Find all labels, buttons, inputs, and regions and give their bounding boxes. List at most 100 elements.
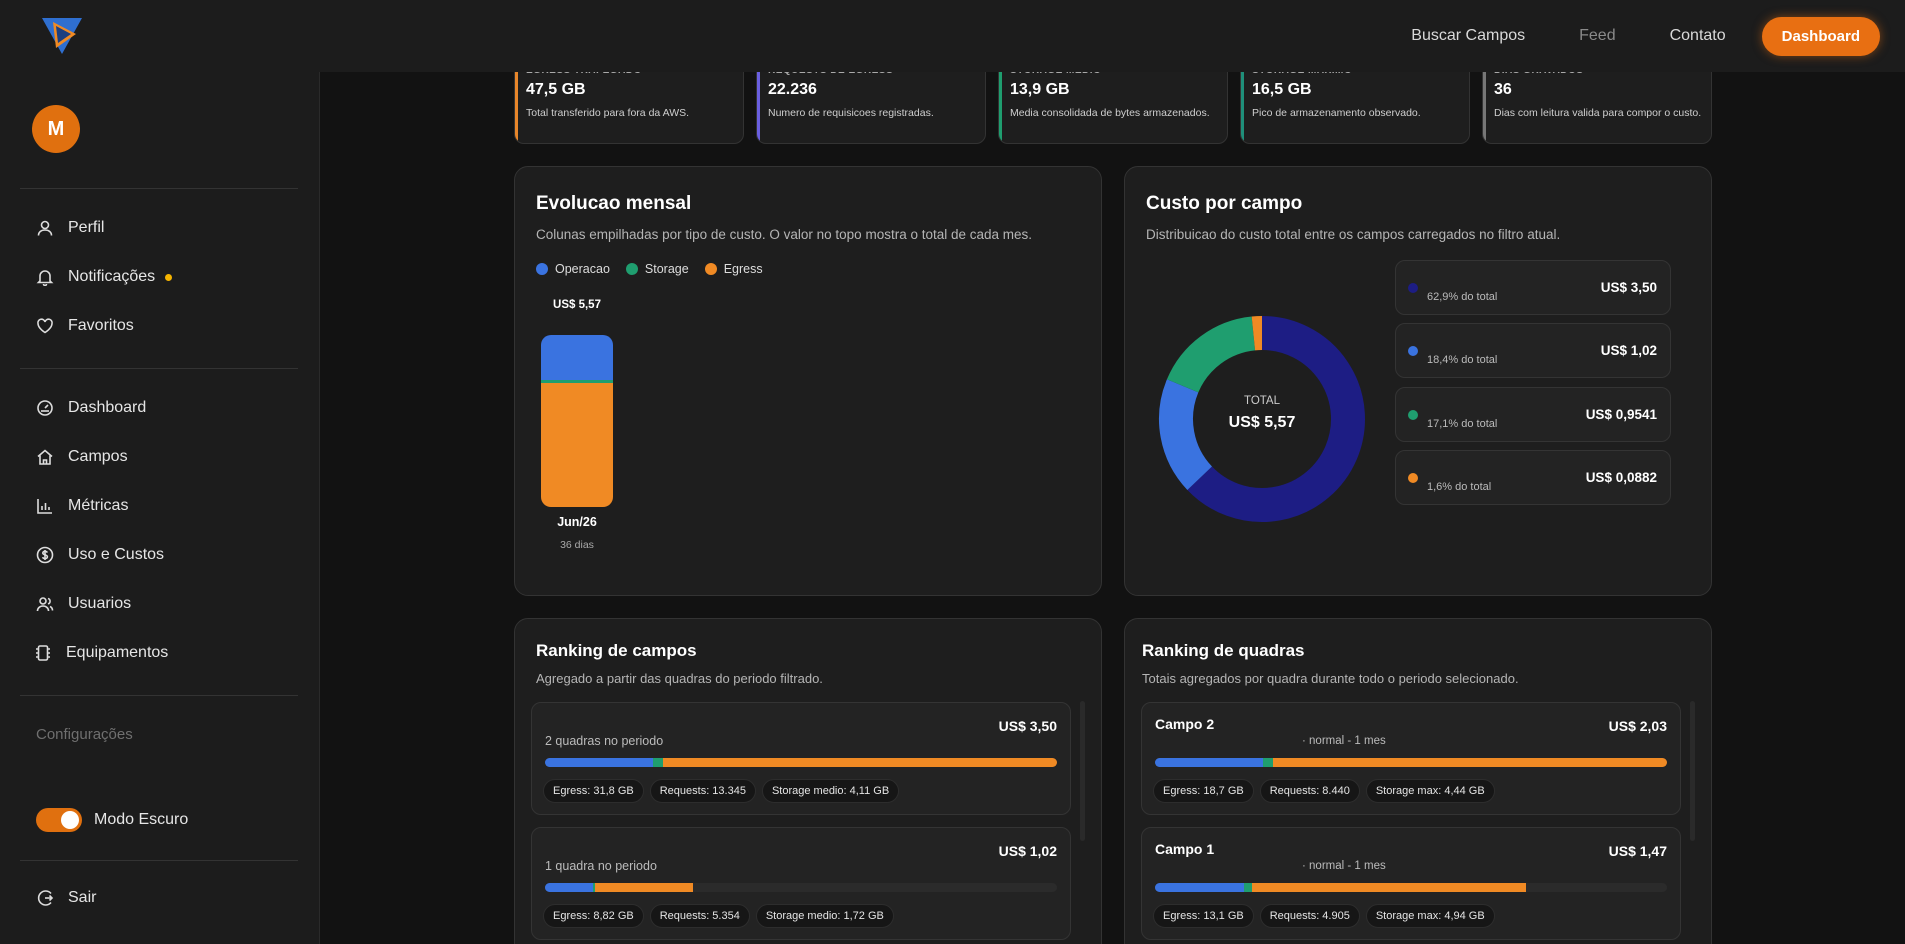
split-segment — [545, 883, 593, 892]
chip-icon — [36, 645, 50, 661]
legend-storage: Storage — [644, 262, 689, 276]
sidebar-item-label: Métricas — [68, 497, 129, 514]
ranking-info: 1 quadra no periodo — [545, 859, 657, 873]
kpi-desc: Pico de armazenamento observado. — [1252, 107, 1421, 119]
nav-feed[interactable]: Feed — [1579, 27, 1616, 44]
kpi-value: 13,9 GB — [1010, 81, 1070, 98]
legend-dot-egress — [704, 263, 717, 275]
ranking-meta: · normal - 1 mes — [1302, 860, 1386, 872]
card-title: Ranking de campos — [536, 641, 697, 660]
ranking-chips: Egress: 13,1 GB Requests: 4.905 Storage … — [1153, 904, 1501, 928]
toggle-switch[interactable] — [36, 808, 82, 832]
avatar[interactable]: M — [32, 105, 80, 153]
field-dot — [1408, 346, 1418, 356]
sidebar-item-perfil[interactable]: Perfil — [36, 216, 104, 240]
field-row[interactable]: 18,4% do total US$ 1,02 — [1395, 323, 1671, 378]
kpi-accent-bar — [999, 51, 1002, 143]
chip-storage: Storage max: 4,94 GB — [1365, 904, 1495, 928]
sidebar-item-label: Sair — [68, 889, 97, 906]
logout-icon — [37, 890, 54, 906]
ranking-amount: US$ 3,50 — [998, 718, 1057, 734]
bar-chart-icon — [37, 499, 52, 514]
donut-total-label: TOTAL — [1244, 395, 1280, 407]
field-row[interactable]: 17,1% do total US$ 0,9541 — [1395, 387, 1671, 442]
kpi-accent-bar — [1483, 51, 1486, 143]
split-segment — [652, 758, 663, 767]
sidebar-item-label: Favoritos — [68, 317, 134, 334]
split-segment — [1251, 883, 1527, 892]
split-segment — [1272, 758, 1667, 767]
kpi-value: 16,5 GB — [1252, 81, 1312, 98]
donut-slice[interactable] — [1159, 379, 1213, 490]
donut-total-value: US$ 5,57 — [1228, 414, 1296, 431]
ranking-name: Campo 2 — [1155, 716, 1215, 732]
chip-egress: Egress: 18,7 GB — [1153, 779, 1254, 803]
sidebar-item-label: Campos — [68, 448, 128, 465]
sidebar-item-campos[interactable]: Campos — [36, 445, 128, 469]
chip-egress: Egress: 8,82 GB — [543, 904, 644, 928]
logo-icon[interactable] — [38, 14, 86, 58]
field-row[interactable]: 62,9% do total US$ 3,50 — [1395, 260, 1671, 315]
evolucao-mensal-card: Evolucao mensal Colunas empilhadas por t… — [514, 166, 1102, 596]
field-pct: 1,6% do total — [1427, 481, 1492, 493]
home-icon — [37, 449, 53, 465]
nav-contato[interactable]: Contato — [1669, 27, 1726, 44]
split-segment — [1155, 758, 1263, 767]
sidebar-item-equipamentos[interactable]: Equipamentos — [34, 641, 168, 665]
sidebar-item-uso-e-custos[interactable]: Uso e Custos — [36, 543, 164, 567]
scrollbar[interactable] — [1080, 701, 1085, 841]
chip-requests: Requests: 8.440 — [1259, 779, 1360, 803]
kpi-value: 47,5 GB — [526, 81, 586, 98]
heart-icon — [37, 318, 53, 334]
split-segment — [662, 758, 1057, 767]
sidebar-item-sair[interactable]: Sair — [36, 886, 96, 910]
top-nav: Buscar Campos Feed Contato Dashboard — [1357, 16, 1905, 56]
card-subtitle: Distribuicao do custo total entre os cam… — [1146, 227, 1561, 242]
ranking-item[interactable]: 2 quadras no periodo US$ 3,50 Egress: 31… — [531, 702, 1071, 815]
ranking-chips: Egress: 18,7 GB Requests: 8.440 Storage … — [1153, 779, 1501, 803]
donut-slice[interactable] — [1187, 316, 1365, 522]
ranking-info: 2 quadras no periodo — [545, 734, 664, 748]
sidebar-item-label: Uso e Custos — [68, 546, 165, 563]
split-segment — [595, 883, 694, 892]
ranking-name: Campo 1 — [1155, 841, 1215, 857]
chip-egress: Egress: 31,8 GB — [543, 779, 644, 803]
field-amount: US$ 0,9541 — [1585, 407, 1657, 422]
kpi-desc: Dias com leitura valida para compor o cu… — [1494, 107, 1702, 119]
chip-storage: Storage max: 4,44 GB — [1365, 779, 1495, 803]
split-segment — [1244, 883, 1252, 892]
toggle-label: Modo Escuro — [94, 811, 189, 828]
sidebar-item-notificacoes[interactable]: Notificações — [36, 265, 173, 289]
cost-split-bar — [545, 758, 1057, 767]
card-title: Ranking de quadras — [1142, 641, 1305, 660]
donut-chart — [1159, 316, 1365, 522]
ranking-item[interactable]: 1 quadra no periodo US$ 1,02 Egress: 8,8… — [531, 827, 1071, 940]
card-subtitle: Colunas empilhadas por tipo de custo. O … — [536, 227, 1033, 242]
sidebar: M Perfil Notificações Favoritos Dashboar… — [0, 72, 320, 944]
kpi-accent-bar — [515, 51, 518, 143]
field-amount: US$ 0,0882 — [1585, 470, 1657, 485]
dark-mode-toggle[interactable]: Modo Escuro — [36, 808, 188, 832]
scrollbar[interactable] — [1690, 701, 1695, 841]
ranking-meta: · normal - 1 mes — [1302, 735, 1386, 747]
sidebar-item-favoritos[interactable]: Favoritos — [36, 314, 134, 338]
kpi-value: 22.236 — [768, 81, 817, 98]
field-row[interactable]: 1,6% do total US$ 0,0882 — [1395, 450, 1671, 505]
legend-operacao: Operacao — [555, 262, 610, 276]
kpi-value: 36 — [1494, 81, 1512, 98]
sidebar-item-label: Usuarios — [68, 595, 132, 612]
donut-slice[interactable] — [1166, 316, 1256, 394]
sidebar-item-dashboard[interactable]: Dashboard — [36, 396, 146, 420]
nav-buscar-campos[interactable]: Buscar Campos — [1411, 27, 1526, 44]
divider — [20, 860, 298, 861]
ranking-item[interactable]: Campo 1 · normal - 1 mes US$ 1,47 Egress… — [1141, 827, 1681, 940]
card-subtitle: Agregado a partir das quadras do periodo… — [536, 671, 823, 686]
dashboard-button[interactable]: Dashboard — [1761, 16, 1880, 56]
sidebar-item-metricas[interactable]: Métricas — [36, 494, 128, 518]
sidebar-item-configuracoes[interactable]: Configurações — [36, 726, 133, 743]
split-segment — [1262, 758, 1273, 767]
ranking-item[interactable]: Campo 2 · normal - 1 mes US$ 2,03 Egress… — [1141, 702, 1681, 815]
split-segment — [545, 758, 653, 767]
sidebar-item-usuarios[interactable]: Usuarios — [36, 592, 131, 616]
ranking-amount: US$ 1,02 — [998, 843, 1057, 859]
